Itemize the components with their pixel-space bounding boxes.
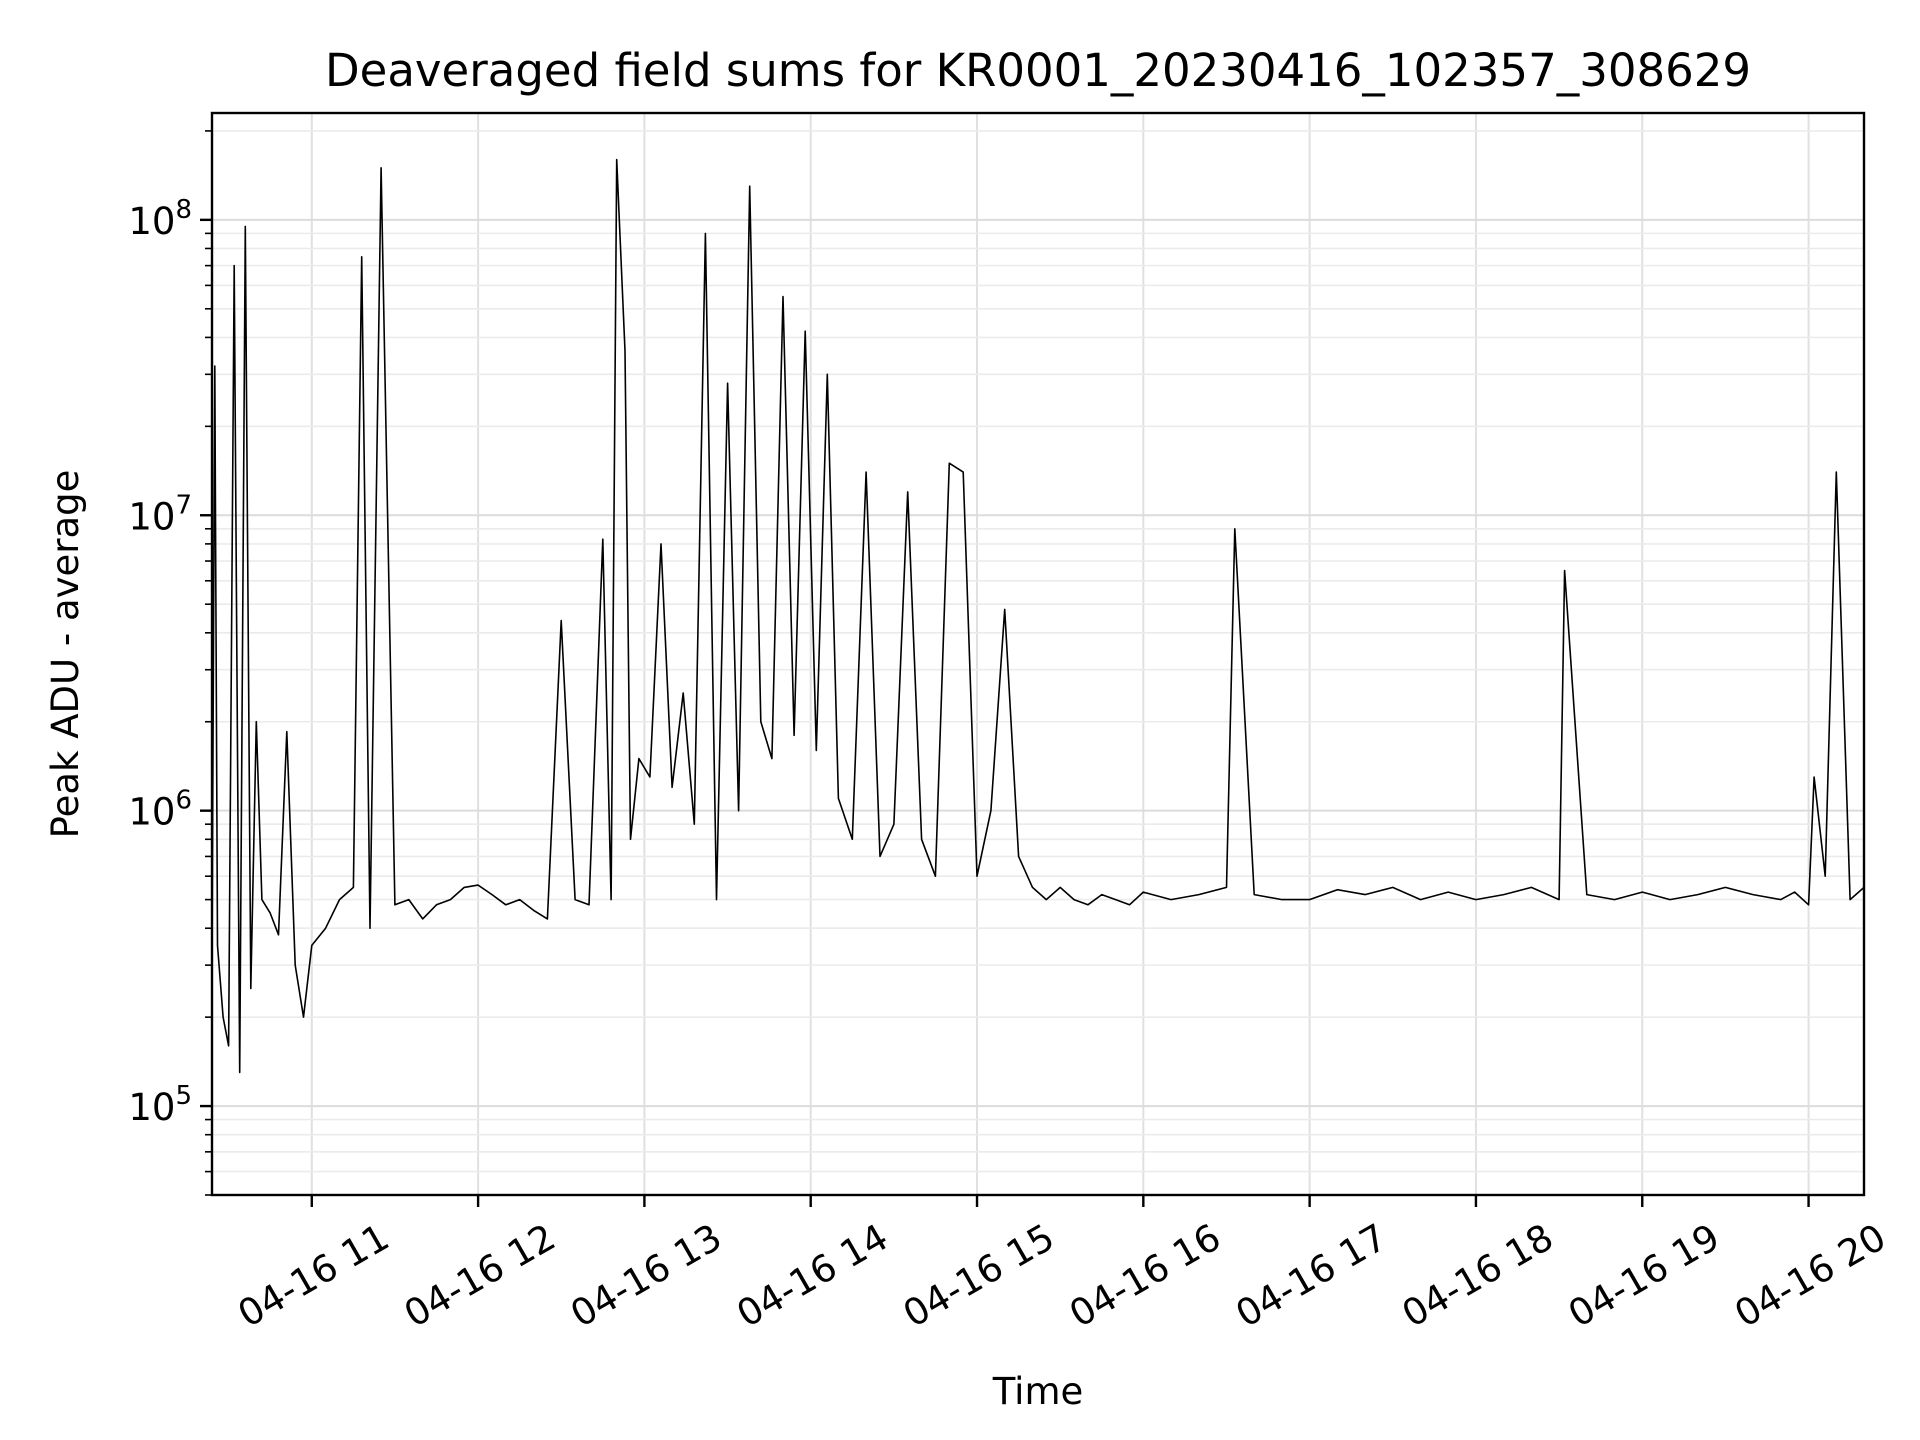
chart-title: Deaveraged field sums for KR0001_2023041… [325, 44, 1751, 97]
y-tick-exponent: 8 [175, 195, 192, 225]
y-tick-base: 10 [128, 791, 175, 834]
y-tick-exponent: 5 [175, 1081, 192, 1111]
series-group [211, 158, 1865, 1074]
y-tick-base: 10 [128, 495, 175, 538]
y-tick-exponent: 6 [175, 786, 192, 816]
x-axis-label: Time [992, 1370, 1084, 1413]
y-tick-label: 106 [128, 786, 192, 834]
y-tick-base: 10 [128, 200, 175, 243]
y-tick-label: 107 [128, 490, 192, 538]
plot-frame [210, 111, 1866, 1197]
y-tick-label: 105 [128, 1081, 192, 1129]
series-line [211, 158, 1865, 1074]
y-axis-label: Peak ADU - average [44, 470, 87, 839]
y-tick-exponent: 7 [175, 490, 192, 520]
y-tick-label: 108 [128, 195, 192, 243]
y-tick-base: 10 [128, 1086, 175, 1129]
grid [212, 113, 1864, 1196]
